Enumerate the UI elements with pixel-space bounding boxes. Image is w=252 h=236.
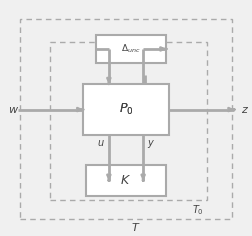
Polygon shape [86, 165, 166, 196]
Text: $\Delta_{unc}$: $\Delta_{unc}$ [121, 43, 141, 55]
Polygon shape [96, 35, 166, 63]
Text: $u$: $u$ [98, 138, 105, 148]
Text: $P_0$: $P_0$ [119, 102, 133, 117]
Text: $T_0$: $T_0$ [192, 203, 204, 217]
Text: $P_0$: $P_0$ [119, 102, 133, 117]
Text: $T$: $T$ [131, 221, 141, 233]
Text: $w$: $w$ [8, 105, 19, 114]
Text: $y$: $y$ [147, 138, 155, 150]
Polygon shape [83, 84, 169, 135]
Text: $K$: $K$ [120, 174, 132, 187]
Text: $z$: $z$ [241, 105, 249, 114]
